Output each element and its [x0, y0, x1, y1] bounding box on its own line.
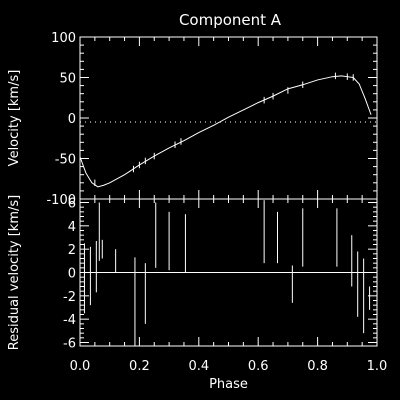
residual-x-tick-label: 0.6	[248, 359, 269, 374]
residual-x-tick-label: 0.0	[70, 359, 91, 374]
residual-panel: -6 -4 -2 0 2 4 6 0.0 0.2 0.4 0.6 0.8 1.0 Residual ve…	[7, 195, 387, 392]
residual-y-tick-label: -2	[63, 290, 76, 305]
residual-x-tick-label: 0.4	[188, 359, 209, 374]
residual-x-tick-label: 0.8	[307, 359, 328, 374]
residual-x-tick-label: 1.0	[367, 359, 388, 374]
residual-y-tick-label: 6	[68, 197, 76, 212]
residual-x-tick-label: 0.2	[129, 359, 150, 374]
residual-y-tick-label: 4	[68, 220, 76, 235]
velocity-y-tick-label: 0	[68, 112, 76, 127]
velocity-panel: -100 -50 0 50 100 Velocity [km/s]	[7, 31, 378, 208]
chart-title: Component A	[179, 11, 282, 29]
phase-x-axis-label: Phase	[209, 377, 248, 392]
velocity-y-axis-label: Velocity [km/s]	[7, 70, 22, 167]
residual-y-tick-label: 0	[68, 267, 76, 282]
velocity-curve	[79, 75, 372, 188]
residual-y-axis-label: Residual velocity [km/s]	[7, 195, 22, 350]
velocity-y-tick-label: 100	[51, 31, 76, 46]
velocity-y-tick-label: -100	[46, 193, 76, 208]
residual-y-tick-label: -6	[63, 337, 76, 352]
residual-y-tick-label: -4	[63, 313, 76, 328]
velocity-y-tick-label: -50	[55, 153, 76, 168]
residual-y-tick-label: 2	[68, 243, 76, 258]
velocity-y-tick-label: 50	[59, 72, 76, 87]
